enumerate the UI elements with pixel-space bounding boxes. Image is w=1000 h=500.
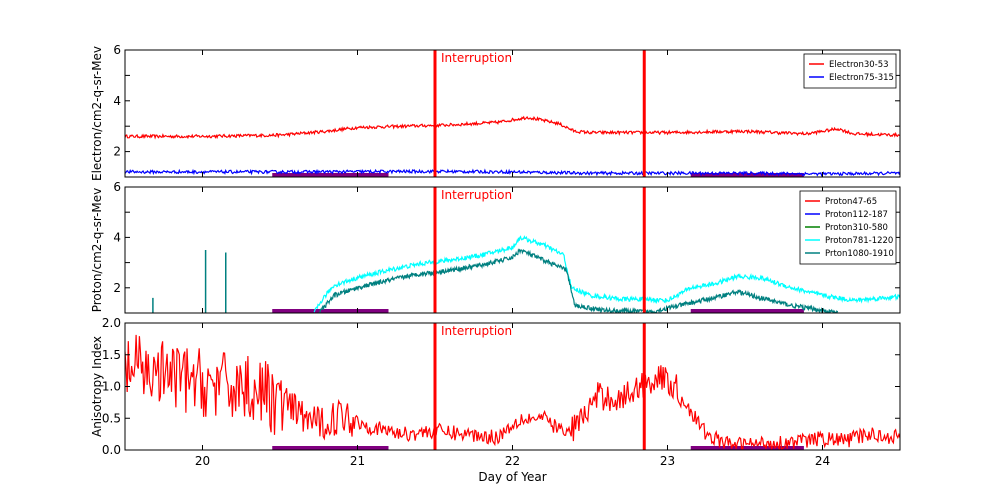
axes-frame bbox=[124, 322, 901, 451]
y-tick-label: 0.0 bbox=[102, 443, 121, 457]
series-line bbox=[125, 334, 900, 450]
y-tick-label: 2 bbox=[113, 145, 121, 159]
x-tick-label: 22 bbox=[505, 454, 520, 468]
y-tick-label: 1.0 bbox=[102, 380, 121, 394]
x-tick-label: 20 bbox=[195, 454, 210, 468]
x-tick-label: 24 bbox=[815, 454, 830, 468]
plot-area bbox=[152, 235, 900, 313]
y-tick-label: 2 bbox=[113, 281, 121, 295]
series-line bbox=[125, 115, 900, 140]
interruption-label: Interruption bbox=[441, 51, 512, 65]
x-tick-label: 23 bbox=[660, 454, 675, 468]
time-window-bar bbox=[272, 309, 389, 313]
x-axis-label: Day of Year bbox=[478, 470, 546, 484]
legend: Proton47-65 Proton112-187 Proton310-580 Pro… bbox=[799, 190, 897, 265]
series-line bbox=[313, 235, 900, 313]
plot-area bbox=[125, 115, 900, 177]
y-tick-label: 4 bbox=[113, 94, 121, 108]
y-axis-label: Anisotropy Index bbox=[90, 336, 104, 437]
panel-anisotropy: Interruption 0.0 0.5 1.0 1.5 2.0 20 21 22 23 24 Day… bbox=[90, 316, 901, 484]
legend-box bbox=[803, 53, 897, 89]
panel-proton: Interruption 2 4 6 Proton/cm2-q-sr-Mev Proton… bbox=[90, 180, 901, 314]
time-window-bar bbox=[690, 446, 804, 450]
plot-area bbox=[125, 334, 900, 450]
interruption-label: Interruption bbox=[441, 324, 512, 338]
axes-frame bbox=[124, 49, 901, 178]
series-line bbox=[318, 248, 839, 313]
y-tick-label: 6 bbox=[113, 43, 121, 57]
legend-entry: Proton112-187 bbox=[825, 210, 888, 220]
y-axis-label: Electron/cm2-q-sr-Mev bbox=[90, 46, 104, 181]
panel-electron: Interruption 2 4 6 Electron/cm2-q-sr-Mev Elec… bbox=[90, 43, 901, 181]
interruption-label: Interruption bbox=[441, 188, 512, 202]
legend-entry: Proton781-1220 bbox=[825, 236, 893, 246]
y-tick-label: 2.0 bbox=[102, 316, 121, 330]
legend: Electron30-53 Electron75-315 bbox=[803, 53, 897, 89]
y-tick-label: 4 bbox=[113, 230, 121, 244]
y-tick-label: 1.5 bbox=[102, 348, 121, 362]
time-window-bar bbox=[690, 309, 804, 313]
x-tick-label: 21 bbox=[350, 454, 365, 468]
y-tick-label: 0.5 bbox=[102, 411, 121, 425]
y-tick-label: 6 bbox=[113, 180, 121, 194]
legend-entry: Electron30-53 bbox=[829, 60, 889, 70]
y-axis-label: Proton/cm2-q-sr-Mev bbox=[90, 188, 104, 313]
axes-frame bbox=[124, 186, 901, 314]
legend-entry: Proton47-65 bbox=[825, 197, 877, 207]
legend-entry: Proton310-580 bbox=[825, 223, 888, 233]
time-window-bar bbox=[272, 446, 389, 450]
legend-entry: Prton1080-1910 bbox=[825, 249, 894, 259]
time-window-bar bbox=[272, 173, 389, 177]
legend-entry: Electron75-315 bbox=[829, 73, 894, 83]
